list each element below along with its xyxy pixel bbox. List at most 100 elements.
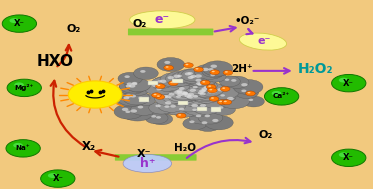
Circle shape <box>182 85 211 100</box>
Circle shape <box>145 112 168 124</box>
Circle shape <box>118 72 142 85</box>
Circle shape <box>208 91 213 93</box>
Circle shape <box>126 80 150 92</box>
Circle shape <box>188 76 194 79</box>
Circle shape <box>166 87 196 102</box>
Circle shape <box>187 70 218 86</box>
Circle shape <box>119 108 142 119</box>
Circle shape <box>138 97 144 99</box>
Circle shape <box>208 85 211 87</box>
Circle shape <box>212 104 235 115</box>
Circle shape <box>181 69 206 81</box>
Circle shape <box>121 81 151 96</box>
Circle shape <box>214 92 236 102</box>
Circle shape <box>197 83 202 86</box>
Ellipse shape <box>123 155 172 172</box>
Circle shape <box>243 96 264 107</box>
Circle shape <box>194 67 203 72</box>
Circle shape <box>233 80 263 94</box>
Circle shape <box>219 93 250 109</box>
FancyBboxPatch shape <box>128 29 213 35</box>
Text: e⁻: e⁻ <box>257 36 271 46</box>
Circle shape <box>332 74 366 92</box>
Circle shape <box>192 101 220 115</box>
Circle shape <box>155 94 165 99</box>
Circle shape <box>6 140 40 157</box>
Circle shape <box>184 94 191 98</box>
Circle shape <box>209 68 214 71</box>
Circle shape <box>150 113 173 125</box>
Circle shape <box>183 92 188 94</box>
Text: O₂: O₂ <box>67 24 81 34</box>
Circle shape <box>123 91 150 105</box>
Circle shape <box>191 88 217 102</box>
Circle shape <box>245 91 255 96</box>
Circle shape <box>204 86 210 89</box>
Circle shape <box>165 101 171 104</box>
Circle shape <box>176 98 203 112</box>
Circle shape <box>176 90 207 106</box>
Circle shape <box>179 92 207 106</box>
Circle shape <box>179 108 184 110</box>
Circle shape <box>170 82 176 85</box>
Circle shape <box>125 75 130 78</box>
Circle shape <box>132 83 137 85</box>
Circle shape <box>339 152 348 157</box>
Circle shape <box>198 91 204 94</box>
Circle shape <box>218 106 223 109</box>
Circle shape <box>210 84 239 99</box>
Circle shape <box>224 101 227 102</box>
Circle shape <box>183 72 210 85</box>
Circle shape <box>122 106 153 121</box>
Circle shape <box>181 91 186 94</box>
Circle shape <box>169 86 197 100</box>
Circle shape <box>160 80 167 83</box>
FancyBboxPatch shape <box>139 97 149 102</box>
Circle shape <box>195 74 202 78</box>
Circle shape <box>126 85 131 88</box>
Circle shape <box>185 72 191 75</box>
Circle shape <box>203 61 233 76</box>
Circle shape <box>188 78 217 93</box>
Circle shape <box>211 97 214 99</box>
Circle shape <box>200 104 206 107</box>
Circle shape <box>205 115 233 130</box>
Circle shape <box>158 92 186 106</box>
Circle shape <box>189 120 195 123</box>
Circle shape <box>151 77 173 88</box>
Circle shape <box>202 88 224 99</box>
Circle shape <box>201 89 206 92</box>
Circle shape <box>156 116 161 119</box>
Circle shape <box>162 89 189 103</box>
Circle shape <box>264 88 299 105</box>
Circle shape <box>171 72 193 83</box>
Circle shape <box>7 79 41 97</box>
Circle shape <box>179 87 185 90</box>
Circle shape <box>132 94 156 106</box>
Circle shape <box>140 70 145 73</box>
Circle shape <box>157 85 160 86</box>
Circle shape <box>14 82 24 87</box>
Circle shape <box>207 88 217 93</box>
Circle shape <box>117 90 148 106</box>
Circle shape <box>125 111 131 113</box>
Circle shape <box>195 68 198 70</box>
Circle shape <box>172 84 198 97</box>
Text: O₂: O₂ <box>133 19 147 29</box>
Text: Ca²⁺: Ca²⁺ <box>273 93 290 99</box>
Circle shape <box>188 76 215 89</box>
Circle shape <box>48 173 57 178</box>
Circle shape <box>131 102 156 115</box>
Circle shape <box>186 106 209 117</box>
Text: X₂: X₂ <box>82 140 96 153</box>
Circle shape <box>186 92 211 105</box>
Circle shape <box>189 112 214 124</box>
Circle shape <box>183 101 189 105</box>
Circle shape <box>170 82 173 83</box>
Circle shape <box>169 89 199 104</box>
Circle shape <box>200 92 206 95</box>
Circle shape <box>202 94 231 109</box>
Circle shape <box>150 85 174 97</box>
Circle shape <box>210 90 217 93</box>
Circle shape <box>123 96 129 99</box>
